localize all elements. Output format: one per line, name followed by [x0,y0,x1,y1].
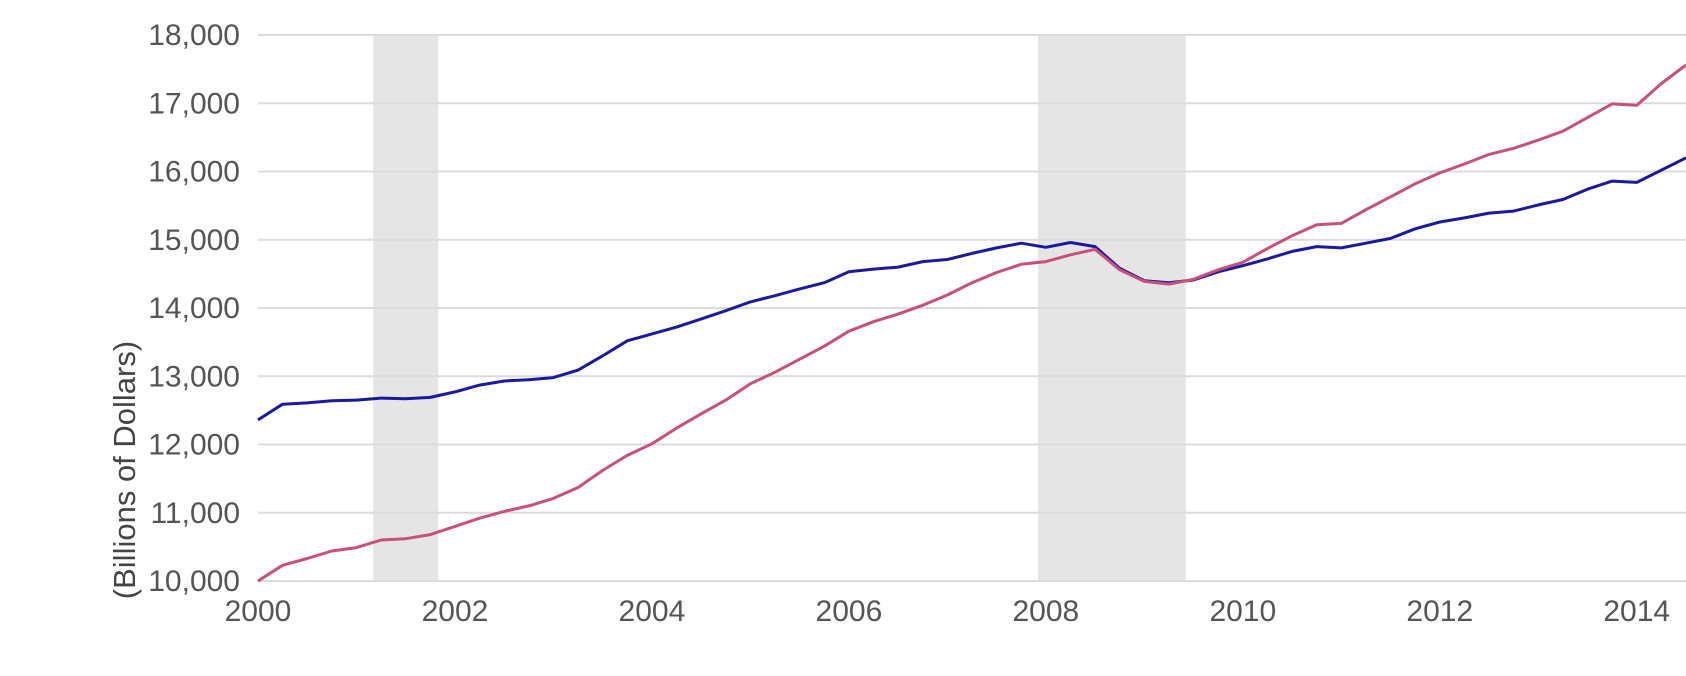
grid-lines [258,34,1686,582]
y-axis-ticks: 10,000 11,000 12,000 13,000 14,000 15,000 16,0… [148,19,240,598]
x-tick-label: 2002 [422,595,489,628]
y-tick-label: 12,000 [148,429,240,462]
x-tick-label: 2006 [816,595,883,628]
x-tick-label: 2004 [619,595,686,628]
y-tick-label: 14,000 [148,292,240,325]
series-line-1 [257,156,1686,422]
x-axis-ticks: 2000 2002 2004 2006 2008 2010 2012 2014 [225,595,1671,628]
series-line-2 [257,63,1686,583]
y-axis-title: (Billions of Dollars) [107,341,142,599]
y-tick-label: 16,000 [148,156,240,189]
y-tick-label: 17,000 [148,87,240,120]
x-tick-label: 2014 [1603,595,1670,628]
x-tick-label: 2012 [1406,595,1473,628]
y-tick-label: 10,000 [148,565,240,598]
y-tick-label: 15,000 [148,224,240,257]
series-lines [257,63,1686,583]
y-tick-label: 18,000 [148,19,240,52]
x-tick-label: 2000 [225,595,292,628]
y-tick-label: 13,000 [148,360,240,393]
x-tick-label: 2010 [1209,595,1276,628]
x-tick-label: 2008 [1012,595,1079,628]
y-tick-label: 11,000 [150,497,240,530]
